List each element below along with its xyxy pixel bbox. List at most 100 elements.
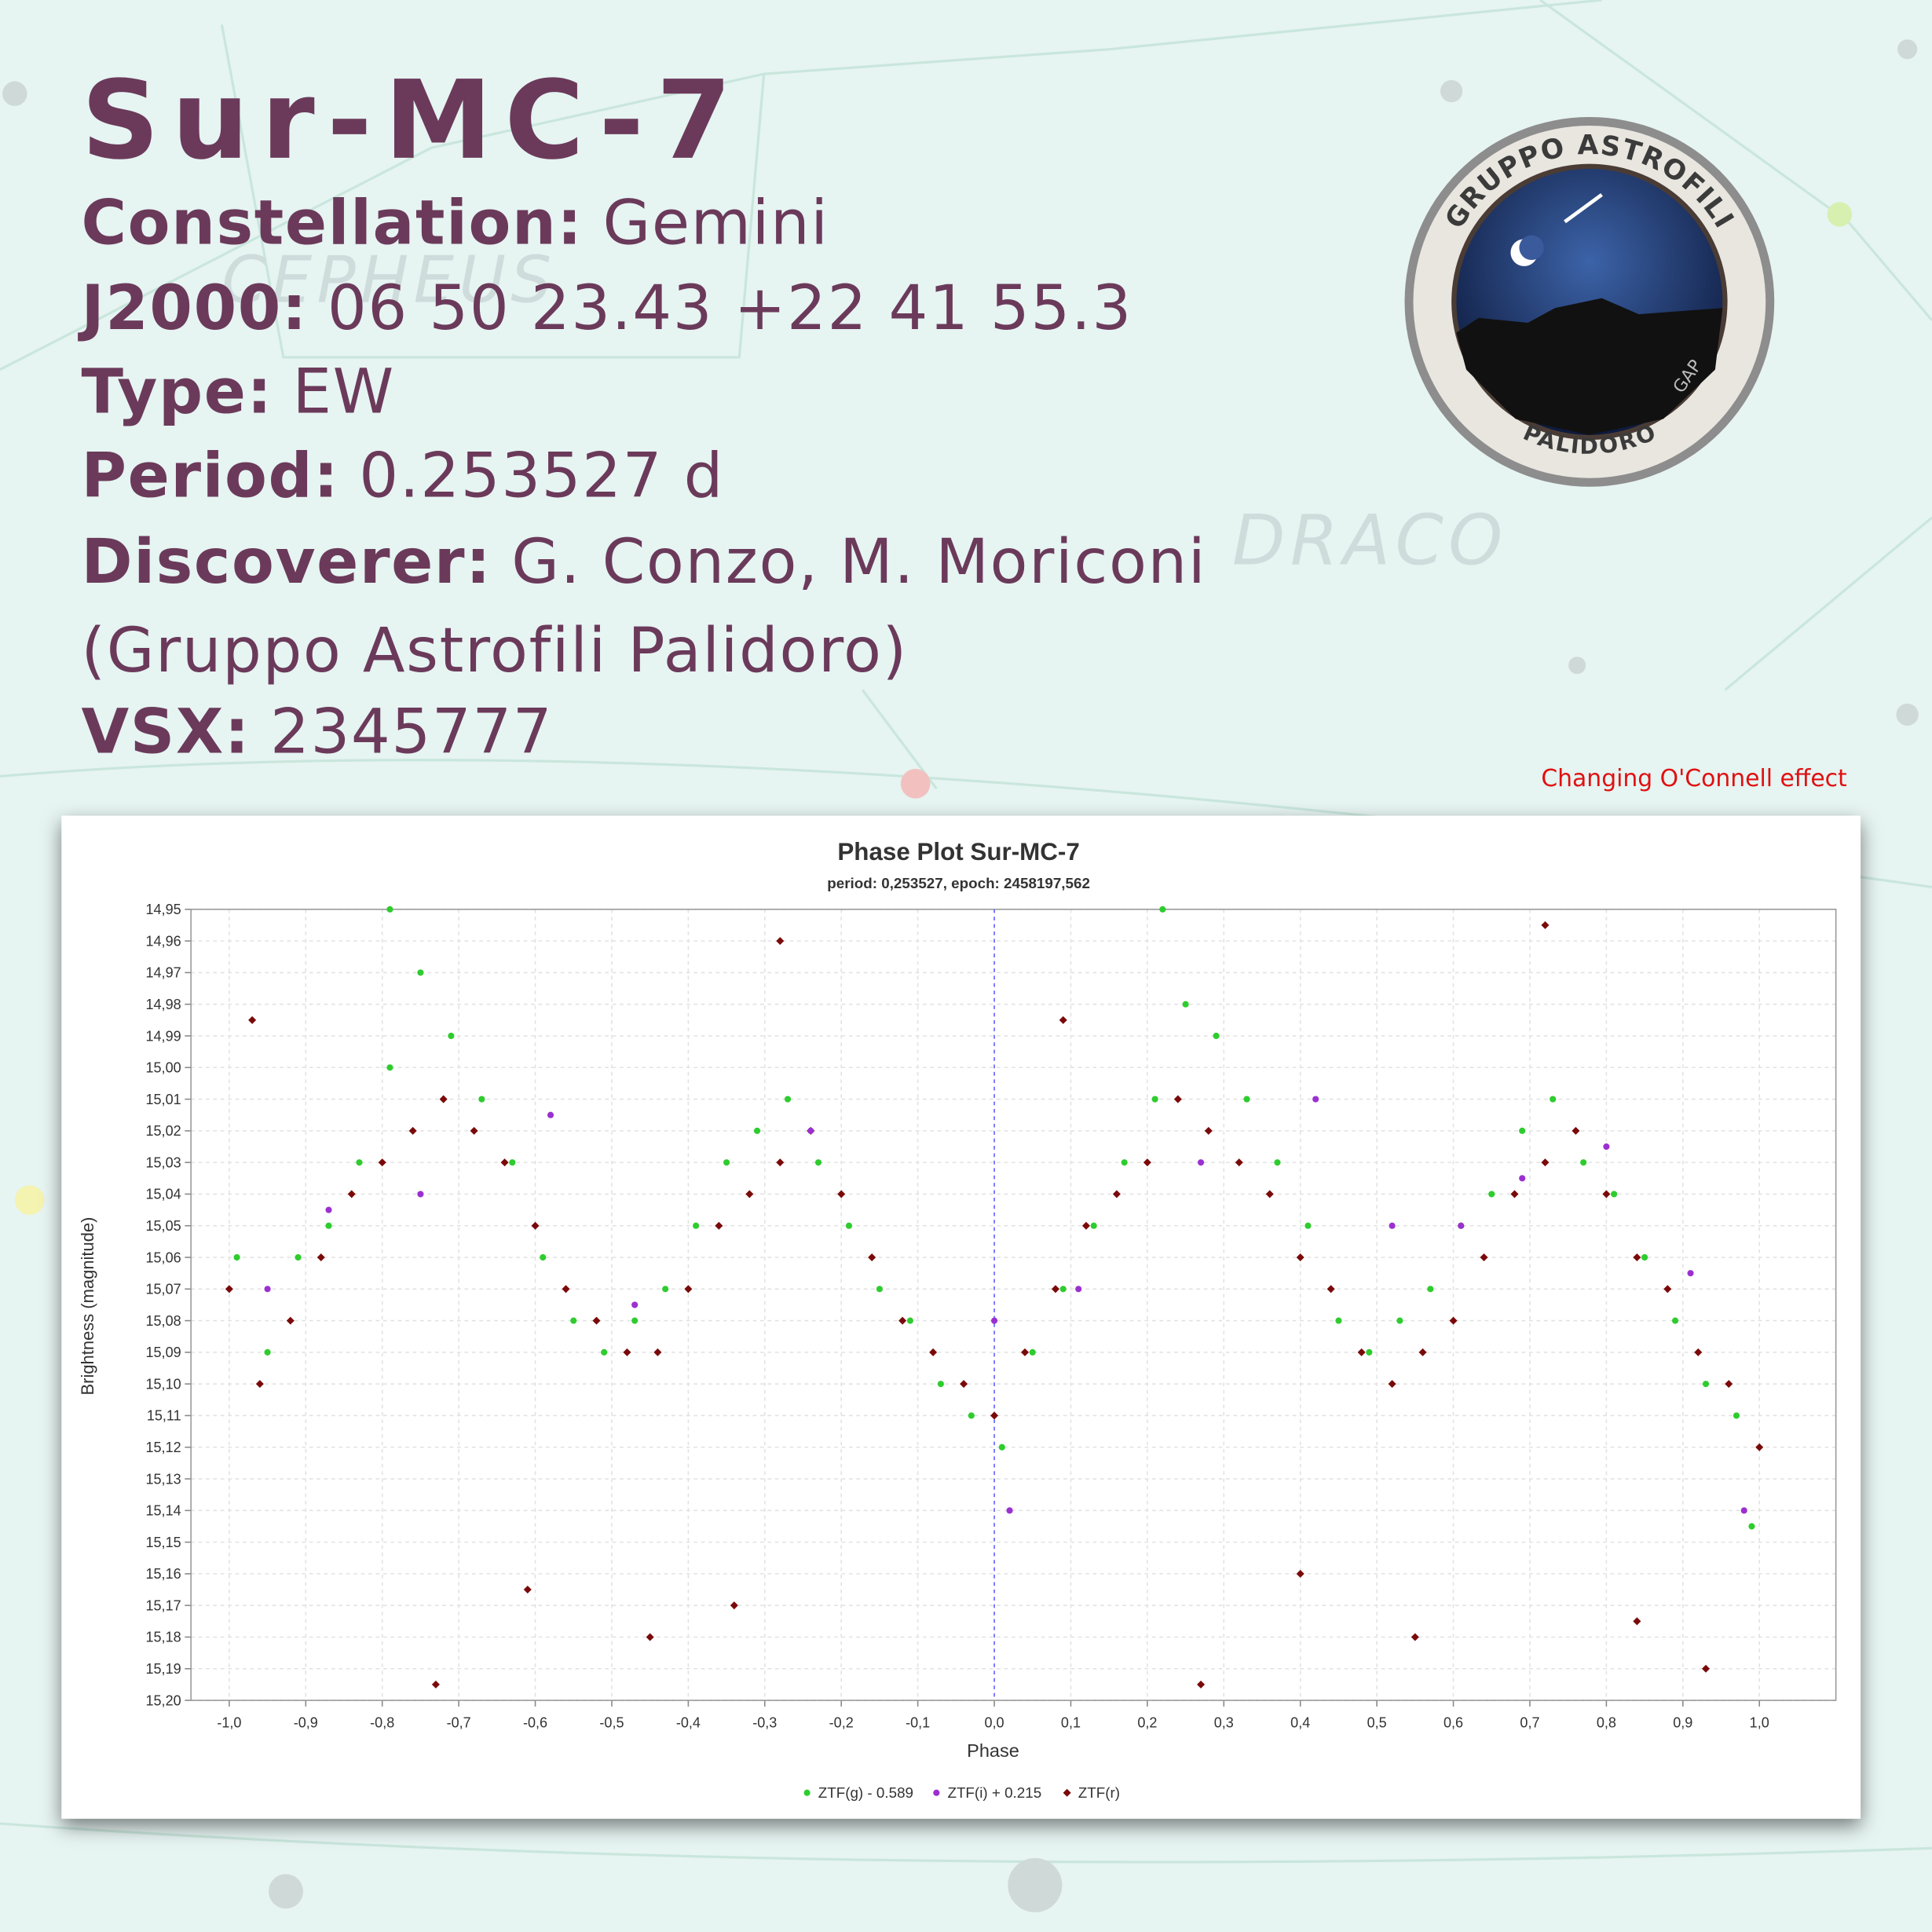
y-tick-label: 15,07	[146, 1282, 181, 1297]
data-point	[431, 1680, 440, 1689]
data-point	[876, 1286, 884, 1293]
detail-row: Period: 0.253527 d	[82, 440, 724, 511]
y-axis-label: Brightness (magnitude)	[78, 1217, 97, 1396]
chart-panel: Phase Plot Sur-MC-7 period: 0,253527, ep…	[61, 815, 1861, 1819]
data-point	[1458, 1222, 1465, 1229]
y-tick-label: 15,13	[146, 1471, 181, 1487]
data-point	[1510, 1190, 1519, 1198]
data-point	[1633, 1617, 1641, 1626]
detail-value: EW	[293, 357, 395, 428]
data-point	[1733, 1412, 1740, 1419]
affiliation: (Gruppo Astrofili Palidoro)	[82, 615, 908, 686]
data-point	[1112, 1190, 1121, 1198]
data-point	[1296, 1253, 1304, 1262]
data-point	[662, 1286, 669, 1293]
detail-row: Type: EW	[82, 357, 395, 428]
data-point	[631, 1317, 639, 1324]
y-tick-label: 15,04	[146, 1187, 181, 1202]
detail-row: Constellation: Gemini	[82, 188, 829, 259]
detail-label: Constellation:	[82, 188, 584, 259]
data-point	[1274, 1159, 1281, 1166]
detail-label: Period:	[82, 440, 340, 511]
data-point	[1449, 1316, 1458, 1325]
y-tick-label: 15,09	[146, 1345, 181, 1360]
data-point	[1151, 1096, 1158, 1103]
data-point	[646, 1633, 654, 1641]
x-tick-label: 0,5	[1367, 1715, 1387, 1731]
y-tick-label: 15,12	[146, 1440, 181, 1455]
data-point	[837, 1190, 846, 1198]
data-point	[1357, 1348, 1366, 1356]
data-point	[929, 1348, 938, 1356]
data-point	[968, 1412, 975, 1419]
data-point	[1480, 1253, 1488, 1262]
data-point	[1671, 1317, 1679, 1324]
y-tick-label: 15,10	[146, 1376, 181, 1392]
x-tick-label: -0,4	[676, 1715, 701, 1731]
details: Constellation: Gemini J2000: 06 50 23.43 +2…	[78, 188, 1206, 768]
detail-label: Discoverer:	[82, 526, 492, 598]
data-point	[1121, 1159, 1128, 1166]
plot-frame	[190, 909, 1837, 1701]
data-point	[1204, 1126, 1213, 1135]
data-point	[693, 1222, 700, 1229]
y-tick-label: 15,20	[146, 1692, 181, 1708]
data-point	[1020, 1348, 1030, 1356]
chart-title: Phase Plot Sur-MC-7	[837, 838, 1079, 865]
legend-label: ZTF(r)	[1078, 1784, 1120, 1801]
data-point	[1389, 1222, 1396, 1229]
y-tick-label: 15,11	[147, 1408, 181, 1424]
chart-subtitle: period: 0,253527, epoch: 2458197,562	[827, 875, 1090, 891]
data-point	[1335, 1317, 1342, 1324]
y-tick-label: 15,00	[146, 1060, 181, 1076]
data-point	[990, 1411, 999, 1420]
detail-value: 06 50 23.43 +22 41 55.3	[327, 273, 1132, 344]
x-tick-label: 1,0	[1750, 1715, 1769, 1731]
data-point	[1603, 1143, 1610, 1151]
data-point	[1366, 1348, 1373, 1356]
data-point	[1265, 1190, 1274, 1198]
data-point	[1641, 1253, 1648, 1261]
x-tick-label: -0,1	[906, 1715, 930, 1731]
data-point	[784, 1096, 792, 1103]
data-point	[960, 1380, 968, 1389]
data-point	[684, 1285, 693, 1293]
x-tick-label: 0,3	[1214, 1715, 1234, 1731]
panel	[61, 815, 1861, 1819]
data-point	[715, 1221, 723, 1230]
y-tick-label: 14,97	[146, 965, 181, 981]
x-tick-label: -1,0	[217, 1715, 241, 1731]
data-point	[1051, 1285, 1060, 1293]
data-point	[225, 1285, 233, 1293]
legend-label: ZTF(i) + 0.215	[947, 1784, 1041, 1801]
data-point	[1075, 1286, 1082, 1293]
detail-value: Gemini	[602, 188, 829, 259]
y-tick-label: 15,05	[146, 1218, 181, 1234]
data-point	[347, 1190, 356, 1198]
data-point	[1748, 1523, 1755, 1530]
y-tick-label: 14,99	[146, 1028, 181, 1044]
data-point	[1197, 1680, 1206, 1689]
data-point	[1694, 1348, 1703, 1356]
data-point	[325, 1206, 332, 1213]
data-point	[1059, 1286, 1067, 1293]
data-point	[1740, 1507, 1747, 1514]
map-label: DRACO	[1232, 500, 1508, 581]
x-tick-label: 0,4	[1290, 1715, 1310, 1731]
data-point	[898, 1316, 907, 1325]
data-point	[1418, 1348, 1427, 1356]
data-point	[1702, 1381, 1710, 1388]
data-point	[1427, 1286, 1434, 1293]
data-point	[1173, 1095, 1182, 1103]
legend-marker	[803, 1789, 810, 1796]
data-point	[1159, 906, 1166, 913]
data-point	[998, 1444, 1005, 1451]
data-point	[1243, 1096, 1250, 1103]
data-point	[1197, 1159, 1205, 1166]
data-point	[264, 1286, 271, 1293]
data-point	[1029, 1348, 1036, 1356]
x-tick-label: 0,0	[985, 1715, 1004, 1731]
data-point	[723, 1159, 730, 1166]
data-point	[547, 1111, 554, 1118]
